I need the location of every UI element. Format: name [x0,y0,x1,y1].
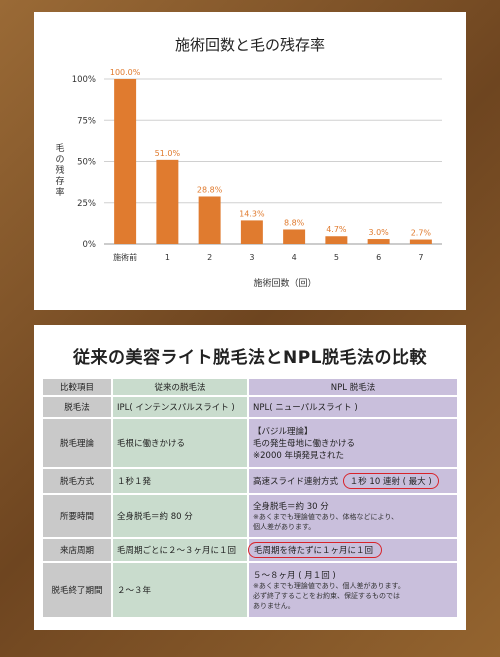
table-row: 所要時間 全身脱毛＝約 80 分 全身脱毛＝約 30 分 ※あくまでも理論値であ… [43,495,457,537]
chart-panel: 施術回数と毛の残存率 毛の残存率 0% 25% 50% 75% 100% 100.0% 施術… [34,12,466,310]
x-tick-label: 1 [165,253,170,262]
comparison-panel: 従来の美容ライト脱毛法とNPL脱毛法の比較 比較項目 従来の脱毛法 NPL 脱毛… [34,325,466,630]
x-axis-label: 施術回数（回） [253,279,317,289]
data-label: 3.0% [368,228,389,237]
npl-firing: 高速スライド連射方式 １秒 10 連射 ( 最大 ) [249,469,457,493]
ipl-firing: １秒１発 [113,469,247,493]
table-row: 脱毛法 IPL( インテンスパルスライト ) NPL( ニューパルスライト ) [43,397,457,417]
npl-visit-highlight: 毛周期を待たずに１ヶ月に１回 [248,542,383,558]
npl-time-main: 全身脱毛＝約 30 分 [253,502,329,512]
table-row: 来店周期 毛周期ごとに２～３ヶ月に１回 毛周期を待たずに１ヶ月に１回 [43,539,457,561]
x-tick-label: 4 [292,253,297,262]
ipl-period: ２～３年 [113,563,247,617]
npl-period: ５～８ヶ月 ( 月１回 ) ※あくまでも理論値であり、個人差があります。 必ず終… [249,563,457,617]
row-label-firing: 脱毛方式 [43,469,111,493]
row-label-time: 所要時間 [43,495,111,537]
ipl-method: IPL( インテンスパルスライト ) [113,397,247,417]
npl-visit: 毛周期を待たずに１ヶ月に１回 [248,539,457,561]
bar [240,220,263,244]
data-label: 100.0% [110,68,141,77]
row-label-period: 脱毛終了期間 [43,563,111,617]
x-tick-label: 2 [207,253,212,262]
data-label: 4.7% [326,225,347,234]
npl-theory: 【バジル理論】 毛の発生母地に働きかける ※2000 年頃発見された [249,419,457,467]
y-axis-label: 毛の残存率 [55,144,65,198]
bar-chart: 0% 25% 50% 75% 100% 100.0% 施術前 51.0% 1 28.8% 2 14.3… [72,68,442,262]
table-row: 脱毛終了期間 ２～３年 ５～８ヶ月 ( 月１回 ) ※あくまでも理論値であり、個… [43,563,457,617]
bar [156,159,179,244]
table-row: 脱毛方式 １秒１発 高速スライド連射方式 １秒 10 連射 ( 最大 ) [43,469,457,493]
bar [114,79,137,244]
npl-method: NPL( ニューパルスライト ) [249,397,457,417]
x-tick-label: 6 [376,253,381,262]
y-tick-label: 0% [83,240,97,250]
bar [325,236,348,244]
table-row: 脱毛理論 毛根に働きかける 【バジル理論】 毛の発生母地に働きかける ※2000… [43,419,457,467]
data-label: 28.8% [197,185,223,194]
data-label: 8.8% [284,218,305,227]
npl-time: 全身脱毛＝約 30 分 ※あくまでも理論値であり、体格などにより、 個人差があり… [249,495,457,537]
y-tick-label: 75% [77,116,96,126]
npl-theory-note: ※2000 年頃発見された [253,451,344,461]
npl-firing-method: 高速スライド連射方式 [253,477,339,487]
header-npl: NPL 脱毛法 [249,379,457,395]
npl-period-main: ５～８ヶ月 ( 月１回 ) [253,571,336,581]
npl-theory-title: 【バジル理論】 [253,427,313,437]
x-tick-label: 施術前 [113,252,137,262]
npl-firing-highlight: １秒 10 連射 ( 最大 ) [342,473,439,489]
npl-period-note-3: ありません。 [253,602,295,610]
comparison-title: 従来の美容ライト脱毛法とNPL脱毛法の比較 [72,348,428,368]
npl-theory-text: 毛の発生母地に働きかける [253,439,356,449]
data-label: 51.0% [155,149,181,158]
row-label-theory: 脱毛理論 [43,419,111,467]
chart-title: 施術回数と毛の残存率 [174,36,325,54]
npl-time-note-2: 個人差があります。 [253,523,316,531]
row-label-visit: 来店周期 [43,539,111,561]
bar [283,229,306,244]
data-label: 2.7% [411,229,432,238]
header-ipl: 従来の脱毛法 [113,379,247,395]
ipl-visit: 毛周期ごとに２～３ヶ月に１回 [113,539,247,561]
y-tick-label: 100% [72,75,96,85]
ipl-time: 全身脱毛＝約 80 分 [113,495,247,537]
bar [198,196,221,244]
x-tick-label: 7 [418,253,423,262]
comparison-table: 比較項目 従来の脱毛法 NPL 脱毛法 脱毛法 IPL( インテンスパルスライト… [41,377,459,619]
x-tick-label: 5 [334,253,339,262]
header-item: 比較項目 [43,379,111,395]
row-label-method: 脱毛法 [43,397,111,417]
x-tick-label: 3 [249,253,254,262]
data-label: 14.3% [239,209,265,218]
npl-period-note-2: 必ず終了することをお約束、保証するものでは [253,592,400,600]
npl-period-note-1: ※あくまでも理論値であり、個人差があります。 [253,582,405,590]
y-tick-label: 50% [77,158,96,168]
bar [367,239,390,244]
npl-time-note-1: ※あくまでも理論値であり、体格などにより、 [253,513,399,521]
table-header-row: 比較項目 従来の脱毛法 NPL 脱毛法 [43,379,457,395]
y-tick-label: 25% [77,199,96,209]
bar [409,239,432,244]
ipl-theory: 毛根に働きかける [113,419,247,467]
